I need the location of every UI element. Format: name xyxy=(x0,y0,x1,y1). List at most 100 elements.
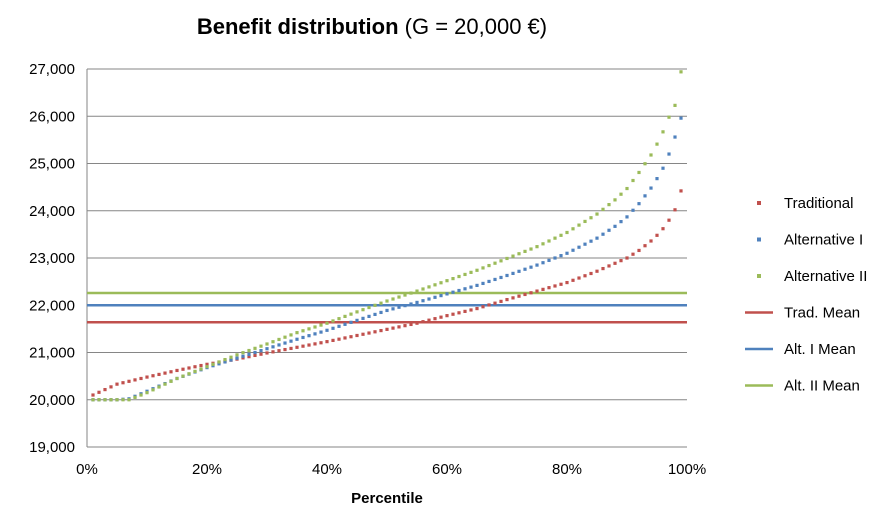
data-point xyxy=(631,208,635,212)
data-point xyxy=(151,374,155,378)
data-point xyxy=(223,360,227,364)
data-point xyxy=(367,314,371,319)
data-point xyxy=(529,291,533,295)
data-point xyxy=(247,348,251,353)
data-point xyxy=(145,375,149,379)
data-point xyxy=(115,382,119,386)
data-point xyxy=(121,381,125,385)
data-point xyxy=(439,315,443,319)
data-point xyxy=(547,258,551,262)
data-point xyxy=(619,220,623,224)
data-point xyxy=(277,343,281,347)
data-point xyxy=(655,233,659,237)
data-point xyxy=(319,341,323,345)
data-point xyxy=(157,372,161,377)
data-point xyxy=(211,362,215,366)
data-point xyxy=(637,170,641,175)
data-point xyxy=(595,269,599,273)
data-point xyxy=(481,281,485,286)
data-point xyxy=(229,355,233,359)
data-point xyxy=(493,261,497,265)
data-point xyxy=(337,324,341,328)
data-point xyxy=(379,310,383,315)
data-point xyxy=(415,289,419,293)
data-point xyxy=(637,202,641,206)
data-point xyxy=(385,308,389,313)
data-point xyxy=(427,297,431,301)
data-point xyxy=(589,239,593,243)
data-point xyxy=(577,276,581,280)
data-point xyxy=(103,387,107,392)
data-point xyxy=(385,299,389,303)
data-point xyxy=(301,344,305,348)
data-point xyxy=(217,360,221,364)
data-point xyxy=(589,216,593,220)
data-point xyxy=(625,215,629,219)
chart-title: Benefit distribution (G = 20,000 €) xyxy=(197,14,547,39)
data-point xyxy=(145,391,149,395)
data-point xyxy=(637,248,641,253)
data-point xyxy=(397,305,401,309)
data-point xyxy=(553,256,557,260)
data-point xyxy=(391,326,395,330)
data-point xyxy=(511,271,515,276)
data-point xyxy=(457,288,461,293)
data-point xyxy=(289,346,293,351)
data-point xyxy=(349,335,353,339)
data-point xyxy=(403,304,407,308)
legend-marker xyxy=(757,237,761,242)
data-point xyxy=(259,349,263,353)
data-point xyxy=(469,270,473,274)
y-tick-label: 19,000 xyxy=(29,439,75,456)
data-point xyxy=(661,227,665,231)
legend-marker xyxy=(757,201,761,205)
data-point xyxy=(373,330,377,334)
y-tick-label: 27,000 xyxy=(29,61,75,78)
data-point xyxy=(349,312,353,316)
data-point xyxy=(475,283,479,288)
x-tick-label: 0% xyxy=(76,461,98,478)
data-point xyxy=(469,285,473,289)
data-point xyxy=(313,325,317,329)
data-point xyxy=(307,327,311,331)
data-point xyxy=(265,347,269,351)
x-tick-label: 20% xyxy=(192,461,222,478)
data-point xyxy=(421,287,425,291)
data-point xyxy=(475,268,479,272)
data-point xyxy=(517,294,521,298)
data-point xyxy=(619,192,623,196)
data-point xyxy=(133,378,137,382)
data-point xyxy=(169,379,173,383)
data-point xyxy=(559,254,563,258)
data-point xyxy=(313,342,317,346)
data-point xyxy=(625,256,629,260)
data-point xyxy=(613,198,617,202)
data-point xyxy=(661,166,665,170)
data-point xyxy=(541,287,545,291)
legend-label: Alt. I Mean xyxy=(784,341,856,358)
y-tick-label: 22,000 xyxy=(29,297,75,314)
legend-label: Traditional xyxy=(784,195,853,212)
data-point xyxy=(565,280,569,285)
legend-label: Alternative II xyxy=(784,268,867,285)
data-point xyxy=(169,370,173,374)
data-point xyxy=(343,314,347,319)
data-point xyxy=(265,351,269,355)
data-point xyxy=(241,356,245,360)
data-point xyxy=(517,252,521,256)
data-point xyxy=(433,283,437,287)
data-point xyxy=(649,153,653,157)
data-point xyxy=(451,277,455,281)
data-point xyxy=(319,323,323,327)
data-point xyxy=(403,324,407,328)
data-point xyxy=(451,290,455,294)
data-point xyxy=(517,269,521,273)
data-point xyxy=(565,230,569,235)
data-point xyxy=(283,341,287,345)
data-point xyxy=(367,305,371,310)
data-point xyxy=(397,295,401,299)
data-point xyxy=(577,245,581,249)
data-point xyxy=(559,282,563,286)
data-point xyxy=(463,272,467,277)
data-point xyxy=(667,218,671,222)
